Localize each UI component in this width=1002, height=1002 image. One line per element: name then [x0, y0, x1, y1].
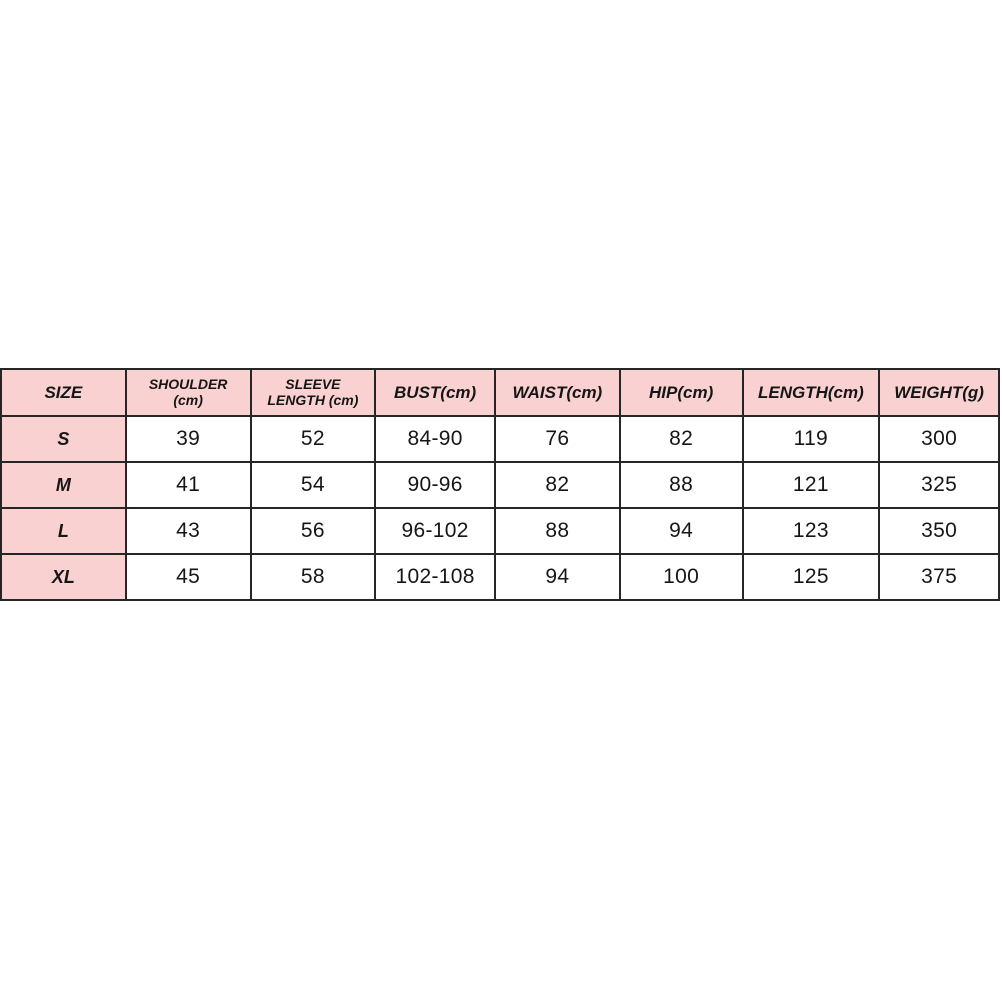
- value-cell: 39: [124, 415, 252, 463]
- value-cell: 123: [741, 507, 881, 555]
- header-cell-shoulder: SHOULDER (cm): [124, 368, 252, 417]
- value-cell: 58: [249, 553, 377, 601]
- value-cell: 52: [249, 415, 377, 463]
- table-row-l: L 43 56 96-102 88 94 123 350: [0, 507, 1000, 555]
- value-cell: 82: [618, 415, 744, 463]
- size-label: M: [0, 461, 127, 509]
- header-cell-waist: WAIST(cm): [494, 368, 621, 417]
- table-header-row: SIZE SHOULDER (cm) SLEEVE LENGTH (cm) BU…: [0, 368, 1000, 417]
- value-cell: 84-90: [374, 415, 496, 463]
- value-cell: 88: [618, 461, 744, 509]
- header-cell-weight: WEIGHT(g): [878, 368, 1000, 417]
- value-cell: 94: [494, 553, 621, 601]
- size-chart-table: SIZE SHOULDER (cm) SLEEVE LENGTH (cm) BU…: [0, 368, 1000, 601]
- size-label: S: [0, 415, 127, 463]
- value-cell: 54: [249, 461, 377, 509]
- value-cell: 41: [124, 461, 252, 509]
- value-cell: 45: [124, 553, 252, 601]
- size-chart: SIZE SHOULDER (cm) SLEEVE LENGTH (cm) BU…: [0, 368, 1001, 601]
- value-cell: 90-96: [374, 461, 496, 509]
- value-cell: 125: [741, 553, 881, 601]
- value-cell: 56: [249, 507, 377, 555]
- value-cell: 119: [741, 415, 881, 463]
- header-cell-sleeve-length: SLEEVE LENGTH (cm): [249, 368, 377, 417]
- table-row-xl: XL 45 58 102-108 94 100 125 375: [0, 553, 1000, 601]
- header-cell-hip: HIP(cm): [618, 368, 744, 417]
- value-cell: 43: [124, 507, 252, 555]
- value-cell: 88: [494, 507, 621, 555]
- value-cell: 94: [618, 507, 744, 555]
- value-cell: 121: [741, 461, 881, 509]
- header-cell-bust: BUST(cm): [374, 368, 496, 417]
- value-cell: 76: [494, 415, 621, 463]
- value-cell: 82: [494, 461, 621, 509]
- value-cell: 375: [878, 553, 1000, 601]
- table-row-m: M 41 54 90-96 82 88 121 325: [0, 461, 1000, 509]
- value-cell: 102-108: [374, 553, 496, 601]
- value-cell: 100: [618, 553, 744, 601]
- value-cell: 325: [878, 461, 1000, 509]
- size-label: L: [0, 507, 127, 555]
- value-cell: 300: [878, 415, 1000, 463]
- table-row-s: S 39 52 84-90 76 82 119 300: [0, 415, 1000, 463]
- value-cell: 96-102: [374, 507, 496, 555]
- header-cell-length: LENGTH(cm): [741, 368, 881, 417]
- header-cell-size: SIZE: [0, 368, 127, 417]
- size-label: XL: [0, 553, 127, 601]
- value-cell: 350: [878, 507, 1000, 555]
